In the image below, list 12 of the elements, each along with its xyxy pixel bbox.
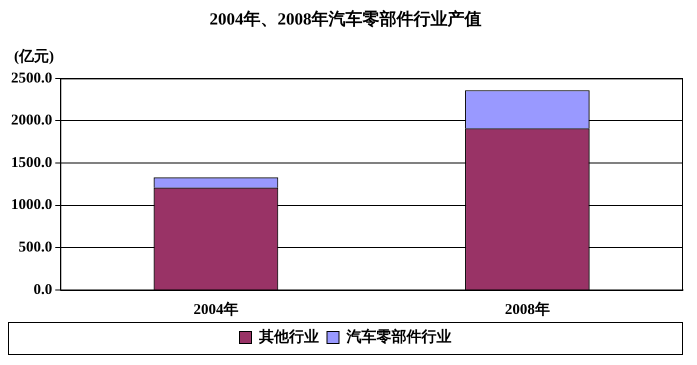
y-tick-label: 2000.0	[11, 112, 52, 129]
y-tick-label: 500.0	[18, 240, 52, 256]
y-axis-title: (亿元)	[14, 48, 54, 65]
x-tick-label: 2008年	[504, 300, 550, 318]
x-tick-label: 2004年	[193, 300, 238, 318]
y-tick-label: 1000.0	[11, 197, 52, 214]
legend-label: 其他行业	[258, 328, 319, 346]
legend-label: 汽车零部件行业	[346, 327, 452, 346]
y-tick-label: 0.0	[34, 282, 52, 298]
y-tick-label: 2500.0	[11, 70, 52, 86]
y-tick-label: 1500.0	[11, 154, 52, 171]
chart-title: 2004年、2008年汽车零部件行业产值	[210, 10, 482, 29]
